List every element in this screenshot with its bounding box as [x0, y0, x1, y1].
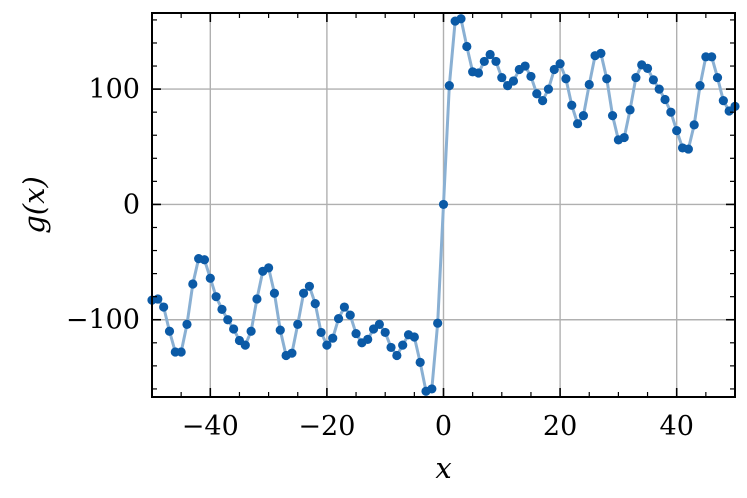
y-tick-label: −100	[66, 305, 140, 336]
data-point	[246, 326, 256, 336]
data-point	[269, 288, 280, 298]
data-point	[683, 144, 693, 154]
data-point	[339, 302, 349, 312]
data-point	[654, 84, 664, 94]
data-point	[229, 324, 239, 334]
tick-labels: −40 −20 0 20 40 −100 0 100	[66, 74, 694, 442]
data-point	[380, 327, 390, 338]
data-point	[572, 119, 583, 129]
data-point	[479, 56, 489, 67]
data-point	[328, 333, 338, 343]
data-point	[415, 357, 425, 368]
data-point	[642, 63, 653, 73]
data-point	[409, 332, 419, 342]
data-point	[497, 72, 507, 83]
data-point	[298, 288, 309, 298]
data-point	[596, 48, 606, 58]
data-point	[689, 120, 699, 130]
data-point	[456, 14, 466, 24]
data-point	[316, 327, 326, 338]
data-point	[666, 107, 676, 117]
data-point	[217, 304, 227, 314]
data-point	[252, 294, 262, 304]
y-tick-label: 0	[123, 189, 140, 220]
data-point	[485, 49, 495, 60]
data-point	[578, 111, 589, 121]
data-point	[619, 132, 629, 143]
data-point	[182, 319, 192, 329]
data-point	[526, 71, 536, 82]
data-point	[561, 74, 571, 84]
data-point	[188, 279, 198, 289]
data-point	[164, 326, 175, 336]
data-point	[392, 350, 402, 361]
data-point	[695, 81, 705, 91]
data-point	[205, 273, 215, 283]
data-point	[398, 340, 408, 350]
x-axis-label: x	[435, 451, 451, 485]
data-point	[631, 72, 641, 83]
data-point	[264, 263, 274, 273]
data-point	[532, 89, 542, 99]
data-point	[707, 52, 717, 62]
data-point	[648, 75, 658, 85]
data-point	[275, 325, 285, 335]
data-point	[538, 96, 548, 106]
data-point	[508, 76, 519, 86]
data-point	[351, 328, 361, 339]
data-point	[386, 342, 396, 353]
data-point	[555, 59, 565, 69]
data-point	[333, 313, 344, 324]
data-point	[363, 334, 373, 344]
x-tick-label: 0	[435, 411, 452, 442]
axis-ticks	[151, 13, 736, 397]
data-point	[433, 318, 443, 328]
data-point	[310, 298, 320, 309]
data-point	[287, 348, 297, 358]
x-tick-label: −40	[182, 411, 239, 442]
data-point	[602, 74, 612, 84]
data-point	[427, 384, 437, 394]
data-series	[147, 14, 740, 396]
data-point	[625, 105, 635, 115]
data-point	[712, 72, 723, 83]
data-point	[718, 96, 728, 106]
data-point	[176, 347, 186, 357]
data-point	[199, 255, 210, 265]
data-point	[211, 292, 221, 302]
data-point	[672, 126, 682, 136]
data-point	[660, 94, 670, 105]
x-tick-label: 20	[543, 411, 577, 442]
data-point	[345, 310, 355, 320]
x-tick-label: 40	[660, 411, 694, 442]
data-point	[153, 294, 163, 304]
data-point	[223, 315, 233, 325]
data-point	[549, 64, 559, 75]
data-point	[543, 84, 554, 94]
data-point	[491, 56, 501, 67]
data-point	[444, 81, 454, 91]
data-point	[159, 302, 169, 312]
y-axis-label: g(x)	[17, 176, 51, 234]
data-point	[374, 319, 384, 329]
data-point	[473, 68, 484, 78]
data-point	[293, 319, 303, 329]
data-point	[462, 41, 472, 52]
data-point	[322, 340, 332, 350]
data-point	[584, 79, 594, 90]
data-point	[304, 281, 315, 291]
data-point	[567, 100, 577, 110]
data-point	[240, 340, 250, 350]
y-tick-label: 100	[88, 74, 140, 105]
data-point	[520, 61, 530, 71]
x-tick-label: −20	[298, 411, 355, 442]
data-point	[607, 111, 618, 121]
data-point	[438, 199, 449, 210]
